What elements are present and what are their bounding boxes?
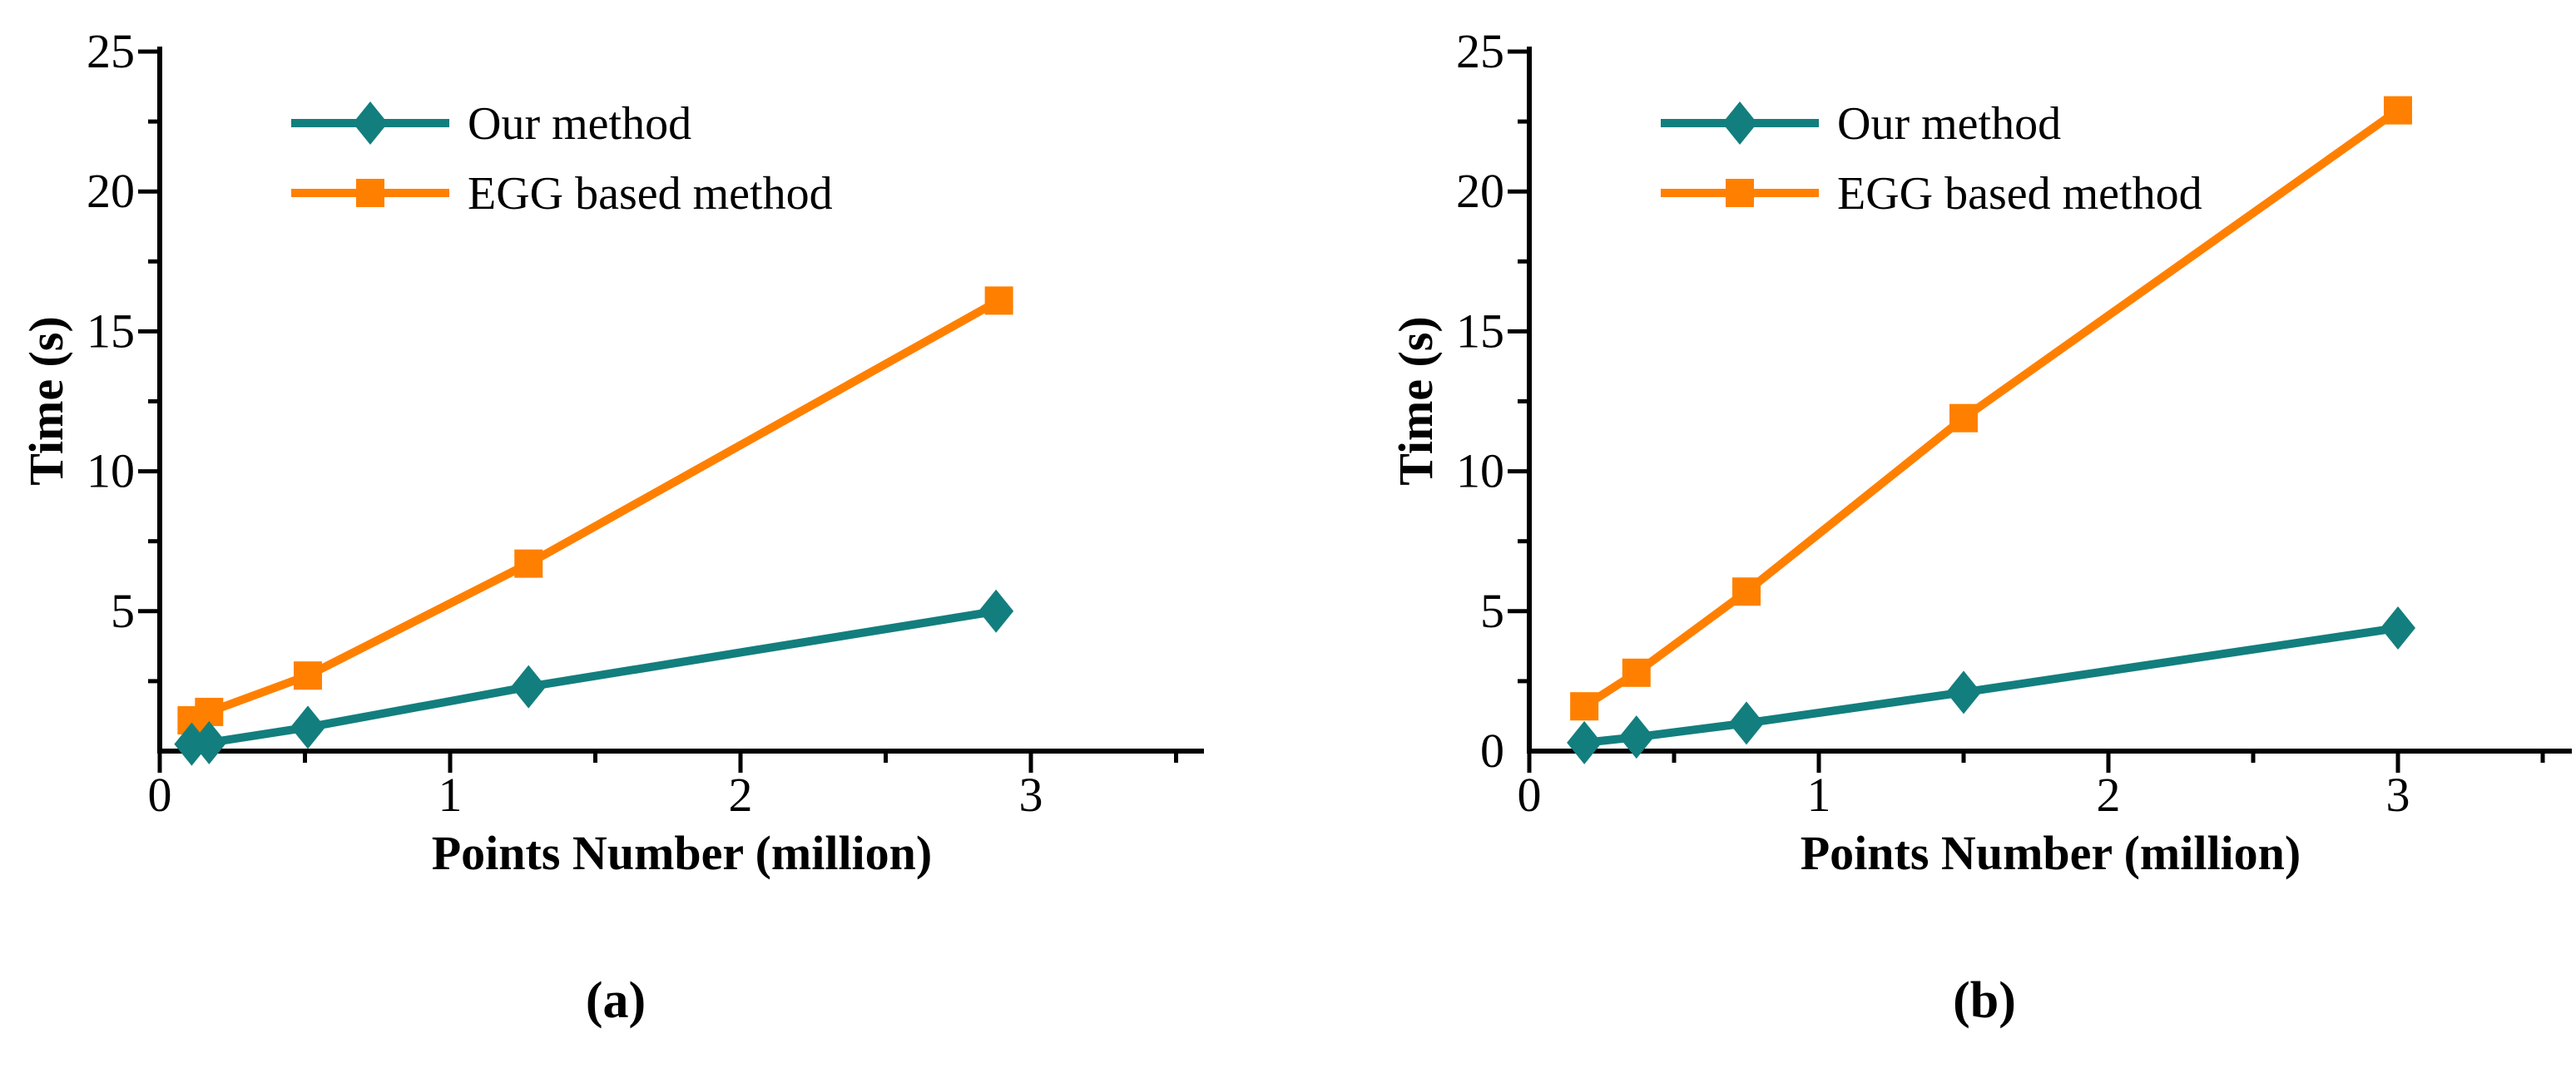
x-tick-label: 0 [1518,768,1542,822]
legend-label: EGG based method [468,168,833,220]
legend-diamond-marker [353,101,388,145]
chart-panel-a: 0 1 2 3 5 10 15 20 25 Points Number (million) Time… [19,24,1204,1029]
x-tick-label: 1 [1807,768,1831,822]
x-tick-label: 3 [1019,768,1043,822]
x-axis-title: Points Number (million) [432,826,933,880]
x-tick-label: 2 [2097,768,2121,822]
diamond-marker [1618,715,1654,759]
x-tick-label: 3 [2386,768,2410,822]
y-tick-label: 25 [87,24,135,78]
y-tick-label: 20 [87,164,135,218]
legend-item-egg-method: EGG based method [1661,168,2202,220]
legend-item-egg-method: EGG based method [291,168,833,220]
diamond-marker [191,720,227,764]
x-axis-title: Points Number (million) [1801,826,2301,880]
square-marker [1949,403,1978,433]
diamond-marker [2380,606,2415,650]
diamond-marker [1567,720,1603,764]
legend-label: Our method [468,98,691,150]
y-tick-label: 15 [87,304,135,358]
axes [1527,47,2572,754]
diamond-marker [511,665,547,709]
diamond-marker [1946,670,1981,714]
caption-b: (b) [1953,972,2016,1029]
legend-diamond-marker [1722,101,1757,145]
diamond-marker [1729,701,1764,745]
x-tick-label: 0 [148,768,172,822]
square-marker [1622,658,1651,687]
y-tick-label: 0 [1480,724,1504,778]
square-marker [1570,692,1599,721]
axes [157,47,1204,754]
square-marker [293,661,322,690]
diamond-marker [978,589,1014,633]
square-marker [984,286,1013,315]
square-marker [2384,96,2412,125]
chart-a: 0 1 2 3 5 10 15 20 25 Points Number (million) Time… [19,24,1204,880]
square-marker [1732,577,1761,606]
legend-item-our-method: Our method [1661,98,2061,150]
legend-label: EGG based method [1837,168,2202,220]
y-tick-label: 25 [1456,24,1504,78]
legend-label: Our method [1837,98,2061,150]
legend-item-our-method: Our method [291,98,691,150]
series-line-square [190,297,1002,724]
y-tick-label: 5 [1480,584,1504,638]
y-tick-label: 10 [1456,444,1504,498]
y-tick-label: 20 [1456,164,1504,218]
y-axis-title: Time (s) [1389,316,1443,486]
series-line-diamond [1583,624,2399,747]
y-axis-title: Time (s) [19,316,73,486]
legend-square-marker [356,179,384,207]
x-tick-label: 2 [729,768,753,822]
x-tick-label: 1 [438,768,463,822]
y-tick-label: 15 [1456,304,1504,358]
diamond-marker [290,705,325,749]
chart-b: 0 1 2 3 0 5 10 15 20 25 Points Number (million) Tim… [1389,24,2572,880]
chart-panel-b: 0 1 2 3 0 5 10 15 20 25 Points Number (million) Tim… [1288,0,2576,1068]
legend-square-marker [1726,179,1754,207]
y-tick-label: 10 [87,444,135,498]
y-tick-label: 5 [111,584,135,638]
caption-a: (a) [585,972,646,1029]
square-marker [514,549,543,578]
